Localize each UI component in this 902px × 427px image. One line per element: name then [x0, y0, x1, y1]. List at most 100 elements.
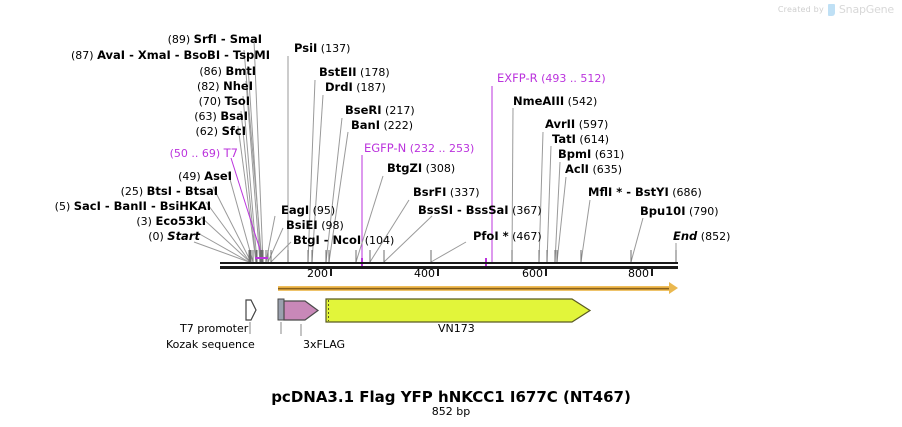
page-subtitle: 852 bp: [431, 405, 471, 418]
site-name-bsteii: BstEII: [319, 65, 357, 79]
site-name-t7: T7: [223, 146, 238, 160]
axis-tick-200: [330, 268, 332, 276]
site-label-asei[interactable]: (49) AseI: [0, 170, 232, 183]
site-position-start: (0): [148, 230, 164, 243]
site-position-btgi: (104): [364, 234, 395, 247]
site-label-bmti[interactable]: (86) BmtI: [0, 65, 256, 78]
feature-label-kozak[interactable]: Kozak sequence: [166, 338, 255, 351]
backbone-top-line: [220, 262, 678, 264]
site-label-drdi[interactable]: DrdI (187): [325, 81, 386, 94]
site-position-end: (852): [700, 230, 731, 243]
site-position-drdi: (187): [356, 81, 386, 94]
site-name-bsssi: BssSI - BssSaI: [418, 203, 509, 217]
site-position-bani: (222): [383, 119, 414, 132]
site-position-bseri: (217): [385, 104, 415, 117]
site-position-bpu10i: (790): [688, 205, 719, 218]
watermark-created-by: Created by: [777, 5, 824, 14]
site-position-pfoi: (467): [512, 230, 542, 243]
site-label-start[interactable]: (0) Start: [0, 230, 200, 243]
site-name-bpmi: BpmI: [558, 147, 592, 161]
site-label-acli[interactable]: AclI (635): [565, 163, 622, 176]
site-label-pfoi[interactable]: PfoI * (467): [473, 230, 542, 243]
site-label-psii[interactable]: PsiI (137): [294, 42, 350, 55]
site-name-nmeaiii: NmeAIII: [513, 94, 565, 108]
site-label-saci-group[interactable]: (5) SacI - BanII - BsiHKAI: [0, 200, 211, 213]
site-label-bseri[interactable]: BseRI (217): [345, 104, 415, 117]
site-label-nhei[interactable]: (82) NheI: [0, 80, 253, 93]
site-name-drdi: DrdI: [325, 80, 353, 94]
site-position-nmeaiii: (542): [567, 95, 598, 108]
site-position-t7: (50 .. 69): [169, 147, 221, 160]
orf-arrow-head: [669, 282, 678, 294]
site-label-egfp-n-primer[interactable]: EGFP-N (232 .. 253): [364, 142, 474, 155]
site-position-avrii: (597): [578, 118, 609, 131]
site-position-eco53ki: (3): [136, 215, 152, 228]
site-name-bseri: BseRI: [345, 103, 382, 117]
site-name-exfpr: EXFP-R: [497, 71, 538, 85]
site-label-eagi[interactable]: EagI (95): [281, 204, 335, 217]
site-label-bsiei[interactable]: BsiEI (98): [286, 219, 344, 232]
site-label-tati[interactable]: TatI (614): [552, 133, 609, 146]
site-position-bsrfi: (337): [449, 186, 480, 199]
site-name-bsiei: BsiEI: [286, 218, 318, 232]
site-name-eco53ki: Eco53kI: [155, 214, 206, 228]
kozak-glyph: [277, 298, 285, 321]
site-label-sfci[interactable]: (62) SfcI: [0, 125, 246, 138]
site-label-srfi-smai[interactable]: (89) SrfI - SmaI: [0, 33, 262, 46]
feature-label-vn173[interactable]: VN173: [438, 322, 475, 335]
site-label-tsoi[interactable]: (70) TsoI: [0, 95, 250, 108]
site-position-srfi: (89): [167, 33, 191, 46]
site-label-avai-group[interactable]: (87) AvaI - XmaI - BsoBI - TspMI: [0, 49, 270, 62]
site-label-exfp-r-primer[interactable]: EXFP-R (493 .. 512): [497, 72, 606, 85]
site-name-sfci: SfcI: [221, 124, 246, 138]
site-position-btsi: (25): [120, 185, 144, 198]
site-label-bsai[interactable]: (63) BsaI: [0, 110, 248, 123]
site-name-avrii: AvrII: [545, 117, 576, 131]
site-label-btsi[interactable]: (25) BtsI - BtsaI: [0, 185, 218, 198]
axis-tick-600: [545, 268, 547, 276]
axis-tick-800: [651, 268, 653, 276]
axis-tick-400: [437, 268, 439, 276]
site-label-btgi-ncoi[interactable]: BtgI - NcoI (104): [293, 234, 394, 247]
3xflag-glyph: [283, 300, 320, 321]
feature-label-t7-promoter[interactable]: T7 promoter: [180, 322, 249, 335]
site-position-mfli: (686): [672, 186, 702, 199]
site-label-bsssi-bsssai[interactable]: BssSI - BssSaI (367): [418, 204, 542, 217]
site-label-bsrfi[interactable]: BsrFI (337): [413, 186, 480, 199]
site-position-avai: (87): [70, 49, 94, 62]
site-position-btgzi: (308): [425, 162, 456, 175]
site-name-bani: BanI: [351, 118, 380, 132]
site-name-psii: PsiI: [294, 41, 318, 55]
backbone-bottom-line: [220, 266, 678, 269]
site-name-bsai: BsaI: [220, 109, 248, 123]
watermark-brand: SnapGene: [838, 3, 894, 16]
site-name-acli: AclI: [565, 162, 589, 176]
site-label-bpmi[interactable]: BpmI (631): [558, 148, 624, 161]
site-label-bsteii[interactable]: BstEII (178): [319, 66, 390, 79]
site-label-t7-primer[interactable]: (50 .. 69) T7: [0, 147, 238, 160]
site-name-asei: AseI: [204, 169, 232, 183]
site-name-btsi: BtsI - BtsaI: [146, 184, 218, 198]
site-label-eco53ki[interactable]: (3) Eco53kI: [0, 215, 206, 228]
site-name-btgi: BtgI - NcoI: [293, 233, 362, 247]
site-label-mfli-bstyi[interactable]: MflI * - BstYI (686): [588, 186, 702, 199]
site-name-start: Start: [167, 229, 200, 243]
site-name-avai: AvaI - XmaI - BsoBI - TspMI: [97, 48, 270, 62]
site-name-tati: TatI: [552, 132, 576, 146]
site-label-bani[interactable]: BanI (222): [351, 119, 413, 132]
site-label-bpu10i[interactable]: Bpu10I (790): [640, 205, 719, 218]
site-name-mfli: MflI * - BstYI: [588, 185, 669, 199]
site-name-pfoi: PfoI *: [473, 229, 509, 243]
site-label-avrii[interactable]: AvrII (597): [545, 118, 608, 131]
site-position-bpmi: (631): [594, 148, 625, 161]
site-label-end[interactable]: End (852): [673, 230, 730, 243]
orf-arrow-body[interactable]: [278, 286, 670, 291]
site-position-eagi: (95): [312, 204, 336, 217]
feature-label-3xflag[interactable]: 3xFLAG: [303, 338, 346, 351]
site-label-btgzi[interactable]: BtgZI (308): [387, 162, 455, 175]
site-label-nmeaiii[interactable]: NmeAIII (542): [513, 95, 597, 108]
site-name-srfi: SrfI - SmaI: [193, 32, 262, 46]
